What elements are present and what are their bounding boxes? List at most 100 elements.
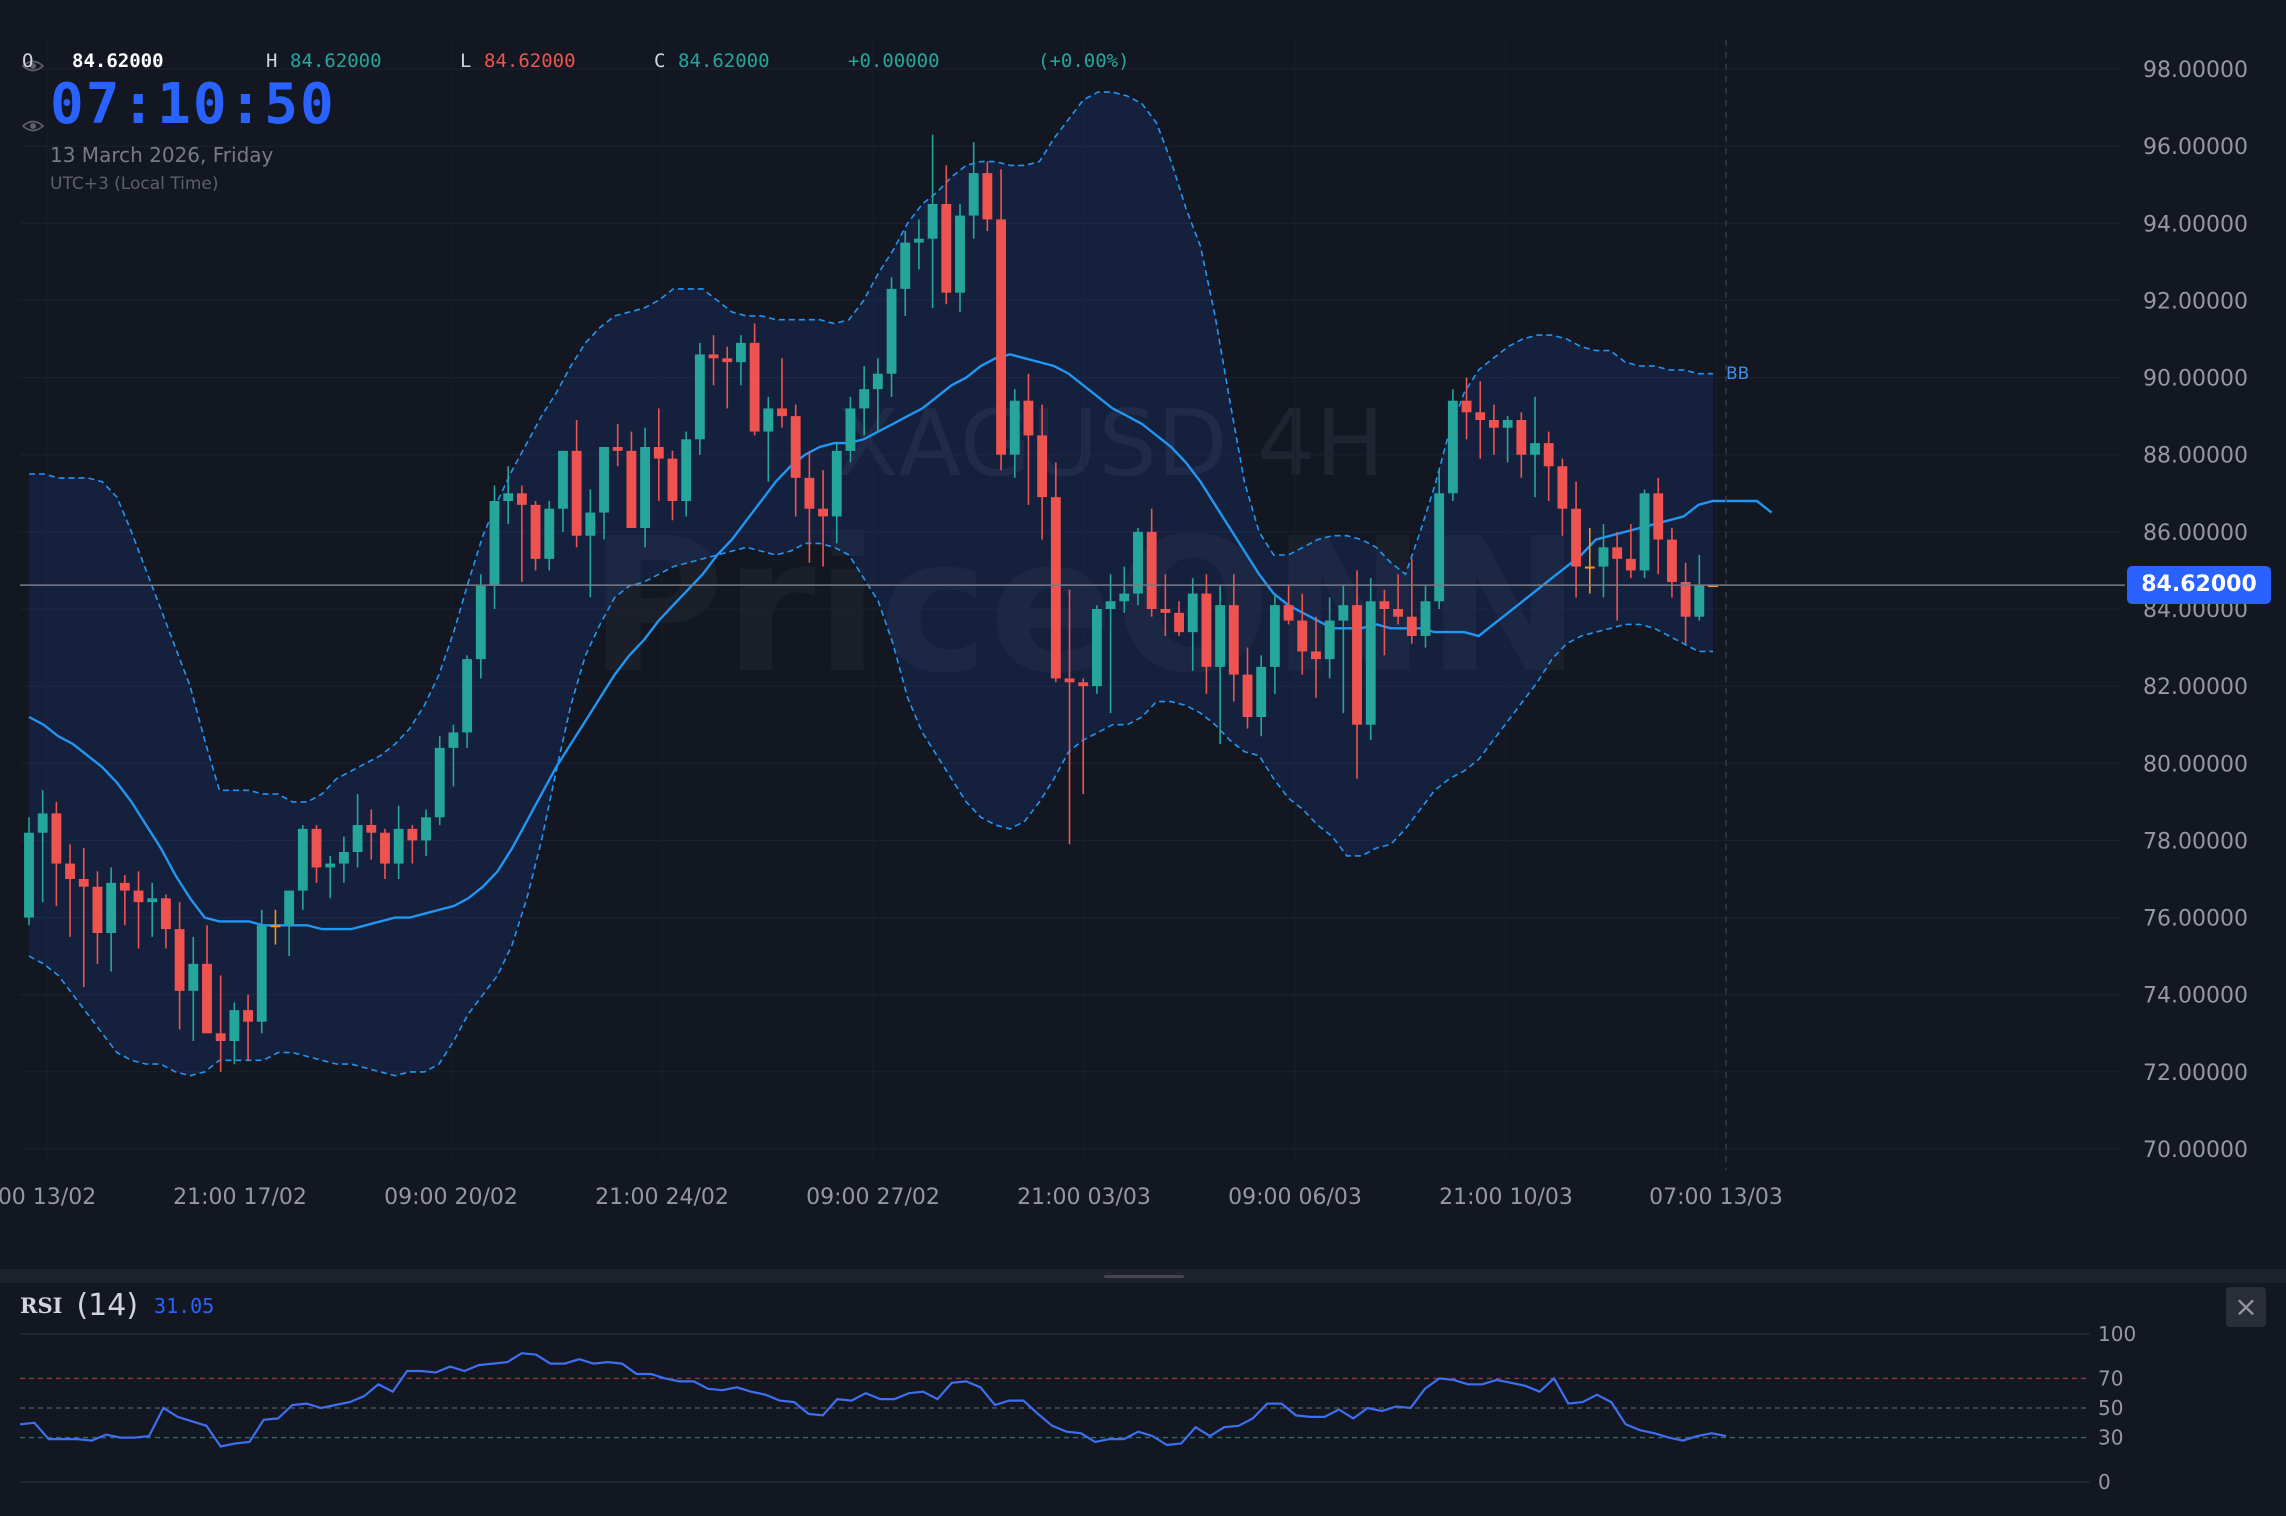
candle-body	[1625, 558, 1636, 571]
candle-body	[1146, 531, 1157, 609]
candle-body	[1434, 493, 1445, 602]
low-value: 84.62000	[484, 50, 576, 72]
rsi-panel[interactable]: 0 30 50 70 100	[19, 1322, 2136, 1494]
candle-body	[1571, 508, 1582, 567]
candle-body	[913, 238, 924, 243]
close-label: C	[654, 50, 666, 72]
eye-icon[interactable]	[22, 119, 44, 133]
candle-body	[612, 447, 623, 451]
candle-body	[790, 416, 801, 478]
watermark-brand: PriceONN	[589, 498, 1581, 714]
candle-body	[434, 747, 445, 818]
candle-body	[1447, 400, 1458, 494]
candle-body	[749, 342, 760, 432]
candle-body	[1708, 585, 1718, 588]
candle-body	[380, 832, 390, 864]
candle-body	[1639, 493, 1650, 571]
candle-body	[366, 825, 377, 833]
rsi-tick-label: 70	[2098, 1366, 2123, 1390]
y-tick-label: 98.00000	[2143, 58, 2248, 83]
candle-body	[941, 204, 952, 293]
x-tick-label: 21:00 03/03	[1017, 1185, 1151, 1210]
bb-lower	[28, 542, 1713, 1077]
eye-icon[interactable]	[22, 59, 44, 73]
close-icon[interactable]: ×	[2226, 1287, 2266, 1327]
candle-body	[421, 817, 431, 841]
candle-body	[202, 963, 212, 1034]
candle-body	[1461, 400, 1472, 413]
candle-body	[955, 215, 965, 293]
candle-body	[845, 408, 856, 451]
candle-body	[215, 1033, 226, 1041]
candle-body	[243, 1010, 253, 1022]
candle-body	[1311, 651, 1321, 660]
ohlc-legend: O 84.62000 H 84.62000 L 84.62000 C 84.62000 +0.0…	[22, 50, 1130, 72]
candle-body	[708, 354, 719, 359]
candle-body	[886, 288, 897, 374]
candle-body	[1406, 616, 1417, 636]
candle-body	[585, 512, 596, 536]
candle-body	[229, 1010, 240, 1041]
candle-body	[106, 882, 117, 933]
candle-body	[927, 204, 938, 239]
x-tick-label: 21:00 17/02	[173, 1185, 307, 1210]
close-value: 84.62000	[678, 50, 770, 72]
rsi-name: RSI	[20, 1293, 63, 1318]
candle-body	[174, 929, 185, 991]
candle-body	[1187, 593, 1198, 633]
candle-body	[1379, 601, 1390, 609]
candle-body	[516, 493, 527, 505]
candle-body	[1174, 612, 1184, 633]
candle-body	[325, 863, 336, 868]
candle-body	[160, 898, 171, 930]
y-tick-label: 74.00000	[2143, 984, 2248, 1009]
candle-body	[297, 828, 308, 891]
candle-body	[78, 879, 89, 887]
candle-body	[1475, 412, 1486, 420]
candle-body	[393, 828, 404, 864]
candle-body	[694, 354, 705, 440]
candle-body	[1584, 566, 1595, 569]
rsi-value: 31.05	[154, 1293, 215, 1318]
candle-body	[1215, 605, 1226, 667]
candle-body	[256, 925, 267, 1022]
candle-body	[1338, 605, 1349, 621]
timezone-label: UTC+3 (Local Time)	[50, 174, 219, 194]
candle-body	[24, 832, 34, 918]
y-tick-label: 70.00000	[2143, 1138, 2248, 1163]
candle-body	[188, 963, 199, 991]
rsi-line	[19, 1352, 1727, 1448]
rsi-param: (14)	[76, 1288, 139, 1323]
last-price-tag: 84.62000	[2127, 566, 2271, 604]
candle-body	[119, 882, 130, 891]
y-tick-label: 94.00000	[2143, 212, 2248, 237]
candle-body	[996, 219, 1006, 455]
clock: 07:10:50	[50, 72, 336, 137]
candle-body	[1653, 493, 1664, 540]
candle-body	[1502, 420, 1513, 428]
candle-body	[352, 825, 363, 852]
candle-body	[1256, 666, 1267, 717]
candle-body	[626, 450, 637, 528]
pane-resize-handle[interactable]	[1104, 1275, 1184, 1278]
candle-body	[1228, 605, 1239, 675]
candle-body	[1023, 400, 1034, 436]
change-percent: (+0.00%)	[1038, 50, 1130, 72]
date-label: 13 March 2026, Friday	[50, 143, 274, 167]
candles[interactable]	[24, 134, 1718, 1072]
candle-body	[1694, 585, 1705, 617]
candle-body	[1489, 420, 1499, 428]
candle-body	[544, 508, 555, 559]
y-tick-label: 78.00000	[2143, 829, 2248, 854]
y-tick-label: 96.00000	[2143, 135, 2248, 160]
candle-body	[338, 852, 349, 864]
candle-body	[1283, 605, 1294, 621]
y-tick-label: 86.00000	[2143, 521, 2248, 546]
high-label: H	[266, 50, 278, 72]
candle-body	[722, 358, 733, 363]
candle-body	[653, 447, 664, 459]
candle-body	[489, 501, 500, 586]
candle-body	[558, 450, 568, 509]
bb-indicator-label[interactable]: BB	[1726, 364, 1750, 384]
